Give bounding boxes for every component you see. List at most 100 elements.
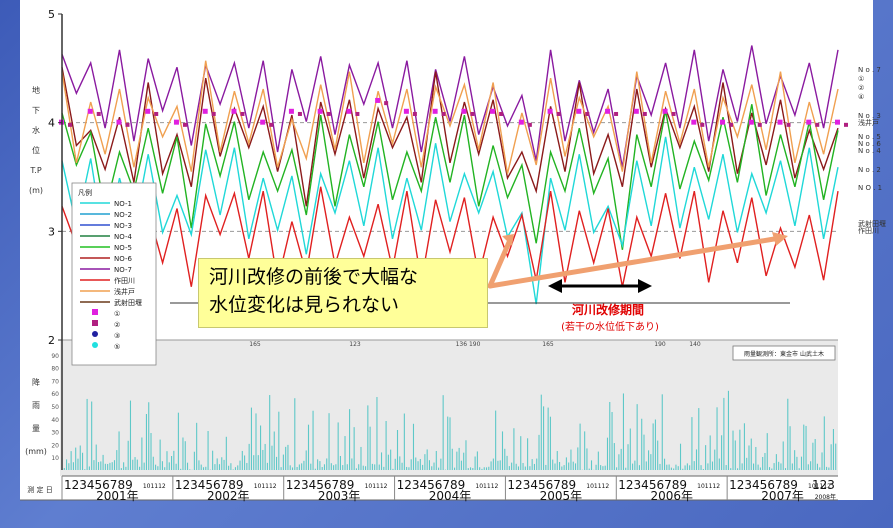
marker-square: [518, 119, 524, 125]
callout-line-2: 水位変化は見られない: [209, 294, 400, 316]
marker-square: [211, 111, 216, 116]
period-label: 河川改修期間: [571, 303, 644, 317]
year-label: 2004年: [429, 489, 472, 503]
water-level-line: [61, 186, 839, 294]
marker-square: [96, 111, 101, 116]
callout-box: 河川改修の前後で大幅な 水位変化は見られない: [198, 258, 488, 328]
callout-arrowhead: [502, 234, 514, 246]
legend-label: NO-1: [114, 200, 132, 208]
right-label: 浅井戸: [858, 118, 879, 127]
right-label: 武射田堰: [858, 219, 886, 228]
marker-square: [556, 111, 561, 116]
year-label: 2002年: [207, 489, 250, 503]
marker-square: [68, 122, 72, 127]
year-label: 2006年: [650, 489, 693, 503]
marker-square: [240, 111, 245, 116]
legend-label: NO-6: [114, 255, 132, 263]
marker-square: [527, 122, 532, 127]
rain-tick-label: 20: [51, 442, 59, 449]
rain-tick-label: 10: [51, 455, 59, 462]
marker-square: [662, 108, 668, 114]
rain-tick-label: 50: [51, 404, 59, 411]
marker-square: [777, 119, 783, 125]
legend-swatch: [92, 342, 98, 348]
month-digits: 123456789: [618, 478, 687, 492]
legend-label: ②: [114, 321, 120, 329]
rain-peak-label: 165: [542, 341, 554, 348]
month-tail: 101112: [808, 483, 831, 490]
right-label: N o . 5: [858, 133, 881, 141]
callout-arrow: [487, 235, 783, 289]
callout-line-1: 河川改修の前後で大幅な: [209, 266, 419, 288]
period-arrowhead: [548, 279, 562, 293]
legend-label: NO-4: [114, 233, 132, 241]
marker-square: [441, 111, 446, 116]
marker-square: [835, 119, 840, 125]
month-tail: 101112: [365, 483, 388, 490]
marker-square: [182, 122, 187, 127]
marker-square: [297, 111, 302, 116]
marker-square: [806, 119, 812, 125]
y-axis-label: 地: [32, 85, 40, 95]
marker-square: [326, 111, 331, 116]
y-tick-label: 5: [48, 8, 55, 21]
rain-tick-label: 70: [51, 378, 59, 385]
right-label: ②: [858, 84, 864, 92]
marker-square: [642, 111, 647, 116]
legend-label: 浅井戸: [114, 287, 135, 296]
marker-square: [748, 119, 754, 125]
marker-square: [145, 108, 151, 114]
month-tail: 101112: [475, 483, 498, 490]
marker-square: [585, 111, 590, 116]
marker-square: [346, 108, 352, 114]
marker-square: [844, 122, 848, 127]
x-axis-label: 測 定 日: [27, 485, 52, 494]
legend-swatch: [92, 331, 98, 337]
y-axis-label: T.P: [29, 166, 41, 175]
legend-label: NO-3: [114, 222, 132, 230]
rain-tick-label: 30: [51, 430, 59, 437]
marker-square: [202, 108, 208, 114]
month-digits: 123456789: [175, 478, 244, 492]
water-level-line: [61, 104, 839, 250]
right-label: N o . 6: [858, 140, 881, 148]
marker-square: [269, 122, 274, 127]
marker-square: [757, 122, 762, 127]
legend-label: 作田川: [114, 276, 135, 285]
legend-label: NO-5: [114, 244, 132, 252]
marker-square: [729, 122, 734, 127]
month-tail: 101112: [254, 483, 277, 490]
right-label: ①: [858, 75, 864, 83]
marker-square: [499, 111, 504, 116]
y-axis-label: (m): [29, 186, 43, 195]
rain-panel: [60, 340, 838, 476]
marker-square: [614, 111, 619, 116]
water-level-line: [61, 45, 839, 168]
y-axis-label: 下: [32, 106, 40, 115]
year-label: 2005年: [540, 489, 583, 503]
year-label: 2001年: [96, 489, 139, 503]
right-label: N O . 1: [858, 184, 882, 192]
month-tail: 101112: [697, 483, 720, 490]
rain-axis-label: (mm): [25, 447, 47, 456]
marker-square: [786, 122, 791, 127]
rain-peak-label: 136 190: [456, 341, 481, 348]
marker-square: [605, 108, 611, 114]
legend-label: NO-2: [114, 211, 132, 219]
marker-square: [412, 111, 417, 116]
marker-square: [260, 119, 266, 125]
marker-square: [691, 119, 697, 125]
right-label: N o . 2: [858, 166, 881, 174]
month-digits: 123456789: [397, 478, 466, 492]
water-level-line: [61, 67, 839, 207]
marker-square: [432, 108, 438, 114]
last-months: 123: [812, 478, 835, 492]
legend-label: ⑤: [114, 343, 120, 351]
rain-title-box: [732, 345, 836, 361]
marker-square: [384, 101, 389, 106]
legend-label: ③: [114, 332, 120, 340]
rain-axis-label: 雨: [32, 401, 40, 410]
marker-square: [154, 111, 159, 116]
right-label: N o . 7: [858, 66, 881, 74]
